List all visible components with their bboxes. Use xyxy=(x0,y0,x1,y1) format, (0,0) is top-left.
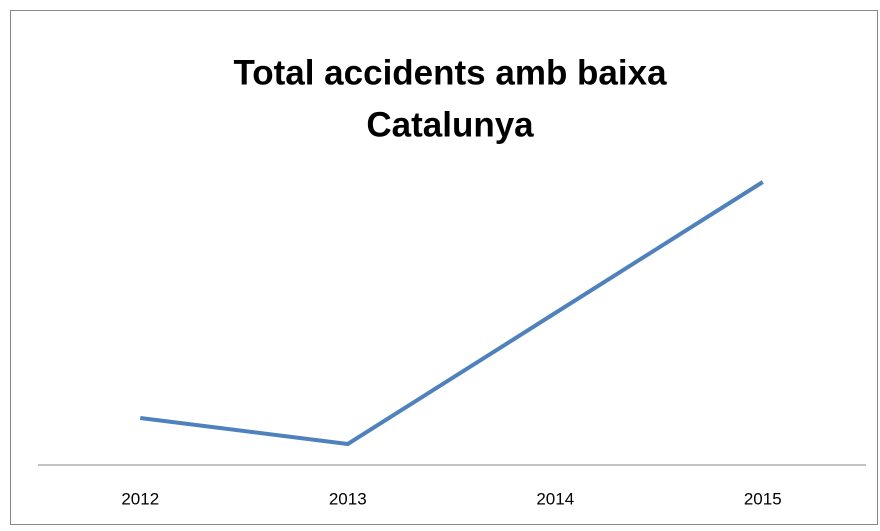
chart-title: Total accidents amb baixa xyxy=(233,53,667,92)
data-line xyxy=(140,180,764,446)
x-tick-label: 2012 xyxy=(121,489,159,508)
chart-title: Catalunya xyxy=(366,105,534,144)
x-tick-label: 2015 xyxy=(744,489,782,508)
chart-frame xyxy=(10,10,878,525)
x-tick-label: 2014 xyxy=(536,489,574,508)
x-tick-label: 2013 xyxy=(329,489,367,508)
